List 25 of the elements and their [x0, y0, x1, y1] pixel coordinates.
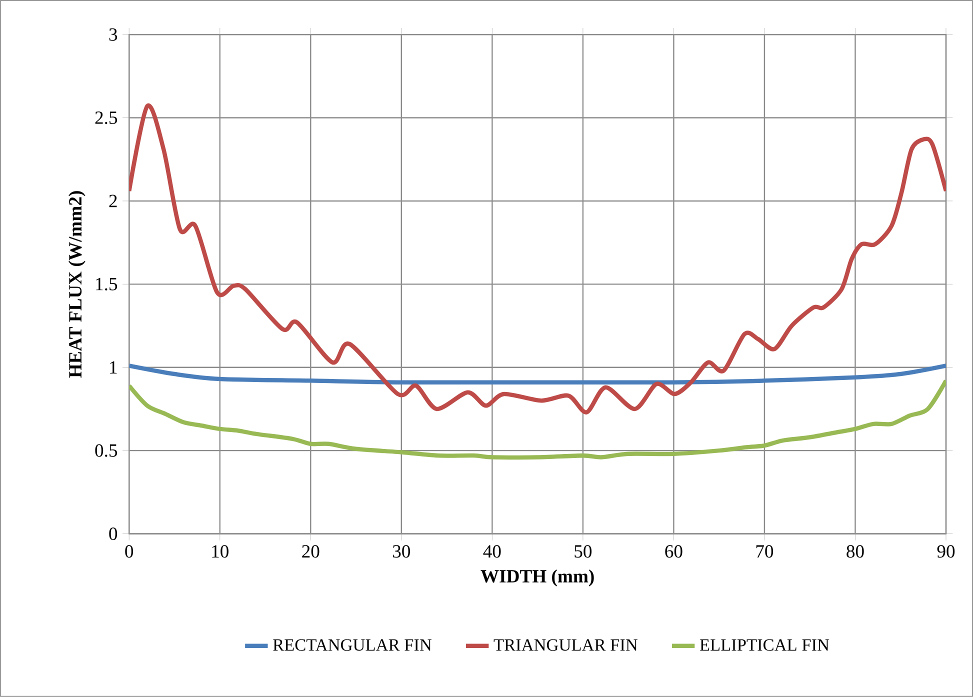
- y-tick-label: 0.5: [95, 444, 118, 457]
- x-tick-label: 80: [846, 545, 864, 558]
- x-tick-label: 0: [125, 545, 134, 558]
- legend-label: ELLIPTICAL FIN: [700, 639, 830, 651]
- line-series: [129, 378, 946, 460]
- legend-label: TRIANGULAR FIN: [494, 639, 638, 651]
- x-tick-label: 10: [212, 545, 228, 558]
- x-tick-label: 90: [937, 545, 955, 558]
- x-tick-label: 70: [756, 545, 774, 558]
- y-tick-label: 1: [110, 361, 117, 374]
- y-tick-label: 1.5: [96, 278, 118, 290]
- x-axis-title: WIDTH (mm): [480, 569, 594, 586]
- y-tick-label: 2.5: [95, 112, 118, 124]
- line-series: [129, 364, 946, 385]
- y-tick-label: 2: [109, 194, 117, 208]
- y-tick-label: 0: [109, 528, 118, 540]
- x-tick-label: 40: [483, 545, 501, 558]
- x-tick-label: 20: [302, 545, 320, 558]
- legend-label: RECTANGULAR FIN: [273, 639, 432, 651]
- x-tick-label: 30: [393, 545, 410, 558]
- x-tick-label: 50: [574, 545, 592, 558]
- y-axis-title: HEAT FLUX (W/mm2): [68, 191, 86, 378]
- x-tick-label: 60: [665, 545, 682, 558]
- line-series: [129, 103, 946, 414]
- y-tick-label: 3: [109, 28, 118, 41]
